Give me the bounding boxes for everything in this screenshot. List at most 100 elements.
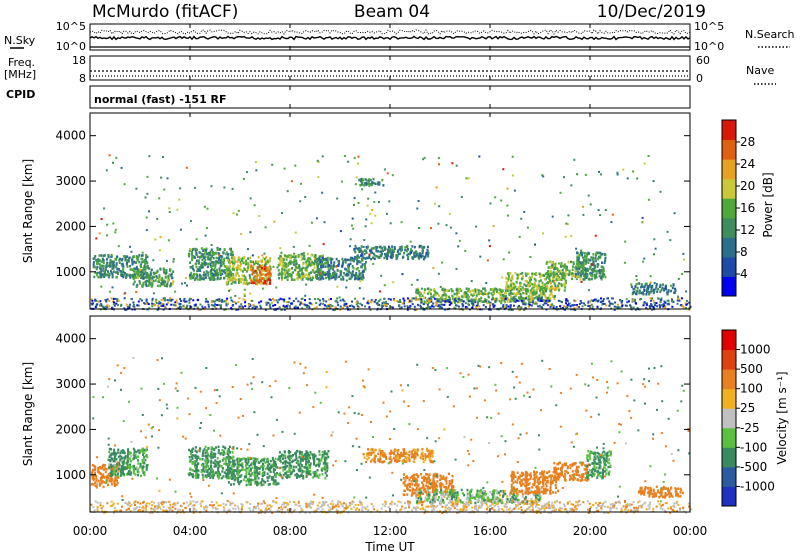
data-cell (195, 455, 198, 458)
data-cell (286, 275, 289, 278)
ground-cell (401, 302, 404, 305)
data-cell (511, 286, 513, 289)
data-cell (226, 267, 229, 271)
ground-cell (95, 303, 98, 306)
data-cell (191, 469, 194, 472)
data-cell (124, 255, 126, 258)
data-cell (256, 282, 259, 286)
data-cell (166, 279, 169, 282)
data-cell (554, 295, 556, 298)
sparse-cell (506, 187, 509, 190)
data-cell (303, 251, 305, 255)
data-cell (195, 259, 198, 262)
ground-cell (408, 306, 411, 309)
data-cell (555, 267, 558, 270)
data-cell (143, 272, 145, 275)
sparse-cell (308, 244, 311, 247)
data-cell (161, 277, 164, 280)
data-cell (387, 248, 390, 251)
data-cell (655, 285, 658, 288)
data-cell (528, 300, 531, 304)
data-cell (142, 274, 145, 278)
data-cell (266, 476, 269, 479)
sparse-cell (160, 176, 163, 179)
ground-cell (278, 298, 281, 301)
data-cell (276, 466, 279, 469)
data-cell (254, 474, 257, 477)
data-cell (153, 272, 156, 275)
data-cell (409, 248, 412, 251)
data-cell (113, 448, 116, 452)
sparse-cell (100, 218, 103, 220)
data-cell (263, 473, 266, 476)
sparse-cell (502, 168, 505, 171)
sparse-cell (372, 262, 375, 265)
ground-cell (223, 308, 226, 311)
ground-cell (280, 308, 283, 311)
ground-cell (158, 302, 161, 305)
data-cell (172, 280, 175, 283)
data-cell (549, 270, 552, 273)
data-cell (231, 464, 234, 468)
data-cell (223, 257, 226, 261)
data-cell (579, 273, 582, 277)
ground-cell (420, 306, 423, 309)
data-cell (327, 267, 330, 270)
ground-cell (283, 308, 286, 311)
data-cell (325, 276, 327, 280)
ground-cell (125, 308, 128, 311)
data-cell (548, 294, 551, 297)
data-cell (532, 289, 535, 292)
ground-cell (535, 302, 538, 305)
data-cell (496, 290, 498, 293)
data-cell (141, 449, 144, 453)
ground-cell (225, 299, 228, 302)
sparse-cell (451, 162, 454, 165)
data-cell (132, 447, 135, 451)
data-cell (550, 291, 553, 295)
ground-cell (244, 305, 247, 308)
data-cell (293, 278, 296, 282)
data-cell (195, 253, 198, 256)
data-cell (261, 468, 264, 471)
data-cell (363, 252, 366, 256)
data-cell (253, 469, 256, 472)
data-cell (195, 466, 198, 469)
ground-cell (557, 299, 560, 302)
data-cell (239, 265, 242, 268)
data-cell (317, 265, 320, 268)
data-cell (529, 281, 532, 285)
data-cell (119, 451, 122, 454)
data-cell (362, 276, 365, 279)
data-cell (209, 250, 212, 253)
sparse-cell (494, 196, 497, 199)
data-cell (671, 286, 674, 290)
ground-cell (95, 299, 98, 302)
data-cell (144, 271, 147, 274)
ground-cell (359, 302, 362, 305)
ground-cell (398, 307, 401, 310)
data-cell (391, 248, 394, 251)
data-cell (322, 277, 325, 280)
ground-cell (180, 305, 183, 308)
data-cell (326, 256, 329, 260)
data-cell (243, 257, 246, 260)
data-cell (257, 482, 260, 486)
data-cell (199, 251, 202, 255)
data-cell (529, 298, 532, 302)
data-cell (105, 265, 108, 268)
data-cell (445, 295, 448, 299)
ground-cell (633, 300, 636, 302)
ground-cell (420, 298, 423, 301)
sparse-cell (677, 277, 680, 280)
data-cell (630, 283, 633, 286)
data-cell (476, 288, 479, 291)
data-cell (279, 254, 282, 258)
data-cell (460, 299, 463, 302)
ground-cell (566, 299, 569, 302)
colorbar-tick-label: 8 (740, 245, 748, 259)
ground-cell (426, 303, 429, 306)
ground-cell (468, 300, 471, 303)
data-cell (216, 472, 219, 475)
